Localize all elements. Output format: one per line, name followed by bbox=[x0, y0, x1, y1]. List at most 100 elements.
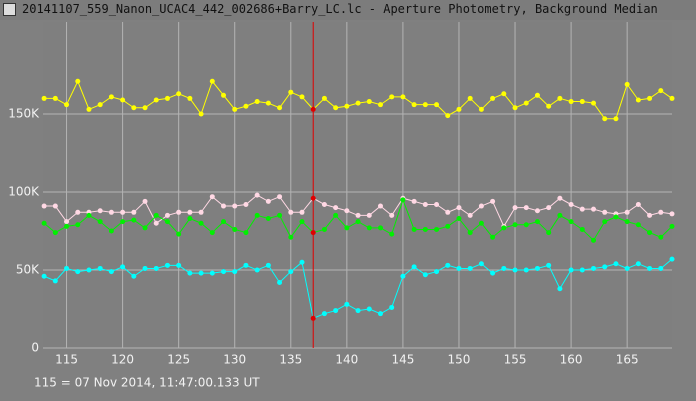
data-point bbox=[176, 209, 182, 215]
data-point bbox=[41, 273, 47, 279]
data-point bbox=[546, 230, 552, 236]
data-point bbox=[333, 105, 339, 111]
data-point bbox=[579, 226, 585, 232]
data-point bbox=[97, 208, 103, 214]
data-point bbox=[131, 105, 137, 111]
data-point bbox=[344, 208, 350, 214]
x-tick-label: 160 bbox=[560, 353, 583, 367]
data-point bbox=[321, 226, 327, 232]
data-point bbox=[52, 278, 58, 284]
data-point bbox=[153, 220, 159, 226]
x-tick-label: 120 bbox=[111, 353, 134, 367]
data-point bbox=[108, 269, 114, 275]
data-point bbox=[557, 95, 563, 101]
data-point bbox=[602, 219, 608, 225]
data-point bbox=[669, 95, 675, 101]
data-point bbox=[512, 205, 518, 211]
x-tick-label: 165 bbox=[616, 353, 639, 367]
data-point bbox=[86, 106, 92, 112]
data-point bbox=[131, 273, 137, 279]
data-point bbox=[187, 270, 193, 276]
data-point bbox=[669, 211, 675, 217]
data-point bbox=[321, 95, 327, 101]
data-point bbox=[422, 102, 428, 108]
data-point bbox=[568, 219, 574, 225]
data-point bbox=[635, 261, 641, 267]
data-point bbox=[658, 88, 664, 94]
data-point bbox=[254, 267, 260, 273]
data-point bbox=[277, 194, 283, 200]
data-point bbox=[288, 269, 294, 275]
data-point bbox=[579, 267, 585, 273]
y-tick-label: 50K bbox=[16, 263, 40, 277]
plot-area bbox=[43, 22, 672, 348]
data-point bbox=[344, 103, 350, 109]
data-point bbox=[164, 212, 170, 218]
data-point bbox=[321, 201, 327, 207]
data-point bbox=[534, 265, 540, 271]
data-point bbox=[254, 212, 260, 218]
data-point bbox=[389, 231, 395, 237]
data-point bbox=[108, 228, 114, 234]
data-point bbox=[523, 222, 529, 228]
data-point bbox=[243, 230, 249, 236]
data-point bbox=[344, 301, 350, 307]
data-point bbox=[366, 99, 372, 105]
data-point bbox=[209, 230, 215, 236]
data-point bbox=[422, 201, 428, 207]
data-point bbox=[198, 111, 204, 117]
data-point bbox=[434, 102, 440, 108]
data-point bbox=[591, 206, 597, 212]
data-point bbox=[265, 198, 271, 204]
data-point bbox=[209, 78, 215, 84]
data-point bbox=[288, 209, 294, 215]
y-tick-label: 0 bbox=[31, 341, 39, 355]
data-point bbox=[232, 269, 238, 275]
data-point bbox=[176, 231, 182, 237]
data-point bbox=[187, 95, 193, 101]
data-point bbox=[377, 203, 383, 209]
data-point bbox=[501, 91, 507, 97]
data-point bbox=[635, 201, 641, 207]
data-point bbox=[243, 103, 249, 109]
data-point bbox=[243, 262, 249, 268]
data-point bbox=[232, 106, 238, 112]
data-point bbox=[478, 203, 484, 209]
data-point bbox=[579, 99, 585, 105]
data-point bbox=[288, 234, 294, 240]
data-point bbox=[344, 225, 350, 231]
data-point bbox=[624, 209, 630, 215]
data-point bbox=[445, 223, 451, 229]
data-point bbox=[277, 105, 283, 111]
data-point bbox=[434, 226, 440, 232]
data-point bbox=[445, 113, 451, 119]
data-point bbox=[647, 265, 653, 271]
x-tick-label: 125 bbox=[167, 353, 190, 367]
data-point bbox=[142, 265, 148, 271]
data-point bbox=[647, 95, 653, 101]
data-point bbox=[131, 209, 137, 215]
data-point bbox=[75, 209, 81, 215]
data-point bbox=[277, 279, 283, 285]
data-point bbox=[478, 261, 484, 267]
data-point bbox=[64, 219, 70, 225]
title-bar: 20141107_559_Nanon_UCAC4_442_002686+Barr… bbox=[0, 0, 696, 20]
data-point bbox=[400, 94, 406, 100]
data-point bbox=[164, 219, 170, 225]
data-point bbox=[187, 216, 193, 222]
data-point bbox=[445, 209, 451, 215]
data-point bbox=[624, 265, 630, 271]
data-point bbox=[277, 212, 283, 218]
data-point bbox=[400, 273, 406, 279]
data-point bbox=[64, 223, 70, 229]
data-point bbox=[501, 225, 507, 231]
data-point bbox=[669, 256, 675, 262]
x-tick-label: 150 bbox=[448, 353, 471, 367]
data-point bbox=[86, 212, 92, 218]
data-point bbox=[366, 212, 372, 218]
data-point bbox=[97, 265, 103, 271]
data-point bbox=[445, 262, 451, 268]
data-point bbox=[164, 262, 170, 268]
data-point bbox=[557, 212, 563, 218]
data-point bbox=[523, 267, 529, 273]
